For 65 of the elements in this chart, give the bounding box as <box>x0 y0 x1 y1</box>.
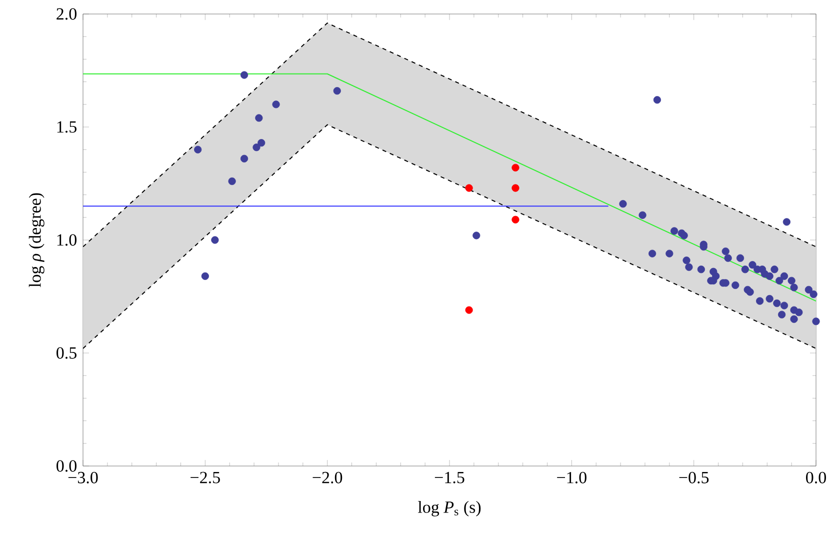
point <box>780 302 788 310</box>
point <box>790 284 798 292</box>
point <box>804 286 812 294</box>
y-tick-label: 1.0 <box>57 234 76 246</box>
point <box>194 146 202 154</box>
y-axis-title: log ρ (degree) <box>28 193 44 288</box>
y-tick-label: 2.0 <box>56 8 76 20</box>
point <box>748 261 756 269</box>
point <box>780 272 788 280</box>
point <box>682 256 690 264</box>
point <box>638 211 646 219</box>
point <box>512 164 520 172</box>
point <box>722 248 730 256</box>
point <box>465 184 473 192</box>
point <box>512 216 520 224</box>
point <box>756 297 764 305</box>
point <box>512 184 520 192</box>
point <box>773 299 781 308</box>
point <box>697 266 705 274</box>
point <box>732 281 740 289</box>
point <box>252 144 260 152</box>
point <box>770 266 778 274</box>
point <box>333 87 341 95</box>
y-tick-label: 1.5 <box>57 121 76 133</box>
point <box>724 254 732 262</box>
point <box>228 177 236 186</box>
point <box>255 114 263 122</box>
x-tick-label: −2.5 <box>190 472 220 484</box>
point <box>619 200 627 208</box>
x-tick-label: −3.0 <box>68 472 98 484</box>
y-tick-label: 0.5 <box>56 347 76 359</box>
x-axis-title: log P$_{s}$ (s) <box>418 500 481 516</box>
point <box>240 71 248 79</box>
point <box>670 227 678 235</box>
point <box>648 250 656 258</box>
x-tick-label: 0.0 <box>806 472 826 484</box>
point <box>240 154 248 162</box>
point <box>782 218 790 226</box>
point <box>680 232 688 240</box>
point <box>790 315 798 323</box>
point <box>778 310 786 318</box>
point <box>766 272 774 280</box>
point <box>741 266 749 274</box>
y-tick-label: 0.0 <box>56 460 76 472</box>
point <box>812 318 820 326</box>
point <box>766 294 774 303</box>
point <box>465 306 473 314</box>
x-tick-label: −2.0 <box>312 472 342 484</box>
point <box>272 100 280 108</box>
point <box>211 236 219 244</box>
point <box>736 254 744 262</box>
point <box>795 308 803 316</box>
point <box>746 288 754 296</box>
x-tick-label: −0.5 <box>679 472 709 484</box>
x-tick-label: −1.0 <box>557 472 586 484</box>
point <box>788 276 796 284</box>
point <box>810 290 818 298</box>
x-tick-label: −1.5 <box>434 472 464 484</box>
point <box>201 272 209 280</box>
point <box>666 250 674 258</box>
point <box>685 263 693 271</box>
point <box>258 139 266 147</box>
point <box>653 96 661 104</box>
point <box>472 232 480 240</box>
point <box>776 276 784 284</box>
